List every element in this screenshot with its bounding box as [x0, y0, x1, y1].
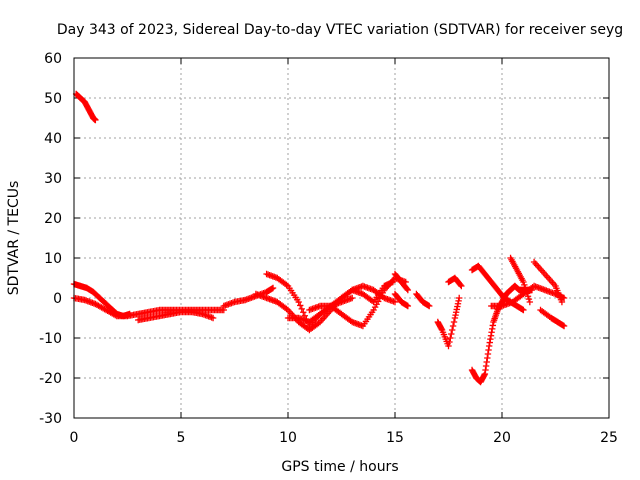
data-point [92, 116, 99, 124]
data-point [209, 314, 217, 322]
y-tick-labels: 60 50 40 30 20 10 0 -10 -20 -30 [39, 51, 62, 427]
data-point [391, 298, 399, 306]
x-tick-label: 20 [493, 430, 511, 446]
plot-frame [73, 57, 610, 419]
data-point [269, 284, 277, 292]
y-tick-label: 20 [44, 211, 62, 227]
y-tick-label: 60 [44, 51, 62, 67]
data-point [560, 322, 568, 330]
chart-title: Day 343 of 2023, Sidereal Day-to-day VTE… [57, 22, 623, 38]
x-tick-label: 10 [279, 430, 297, 446]
data-point-interp [448, 330, 455, 338]
data-point-interp [447, 334, 454, 342]
y-tick-label: -20 [39, 371, 62, 387]
data-points [70, 90, 568, 386]
data-point-interp [522, 284, 529, 291]
data-point-interp [449, 322, 457, 330]
data-point-interp [448, 326, 456, 334]
data-point [295, 298, 302, 306]
data-point-interp [525, 295, 533, 303]
x-tick-label: 5 [177, 430, 186, 446]
data-point [458, 282, 465, 290]
y-tick-label: -10 [39, 331, 62, 347]
data-point-interp [446, 338, 453, 346]
y-tick-label: -30 [39, 411, 62, 427]
data-point-interp [523, 290, 531, 297]
x-tick-labels: 0 5 10 15 20 25 [70, 430, 618, 446]
data-point-interp [298, 305, 305, 313]
data-point [520, 306, 527, 314]
data-point [404, 286, 412, 294]
axis-ticks [73, 57, 610, 419]
data-point [426, 302, 433, 310]
data-point [520, 278, 527, 286]
x-axis-label: GPS time / hours [281, 459, 398, 475]
data-point-interp [522, 287, 530, 294]
data-point [404, 302, 412, 310]
data-point-interp [524, 293, 532, 300]
y-tick-label: 0 [53, 291, 62, 307]
y-tick-label: 40 [44, 131, 62, 147]
data-point-interp [457, 281, 464, 289]
data-point [456, 294, 463, 302]
y-axis-label: SDTVAR / TECUs [6, 181, 22, 296]
data-point-interp [521, 281, 528, 289]
data-point [445, 342, 452, 350]
x-tick-label: 25 [600, 430, 618, 446]
data-point-interp [297, 302, 304, 309]
y-tick-label: 10 [44, 251, 62, 267]
data-point [349, 294, 356, 302]
data-point [558, 298, 566, 306]
data-point [526, 298, 534, 306]
x-tick-label: 0 [70, 430, 79, 446]
data-point-interp [300, 309, 307, 316]
y-tick-label: 30 [44, 171, 62, 187]
data-point-interp [450, 318, 458, 326]
y-tick-label: 50 [44, 91, 62, 107]
x-tick-label: 15 [386, 430, 404, 446]
data-point-interp [403, 285, 411, 293]
grid-lines [74, 58, 609, 418]
